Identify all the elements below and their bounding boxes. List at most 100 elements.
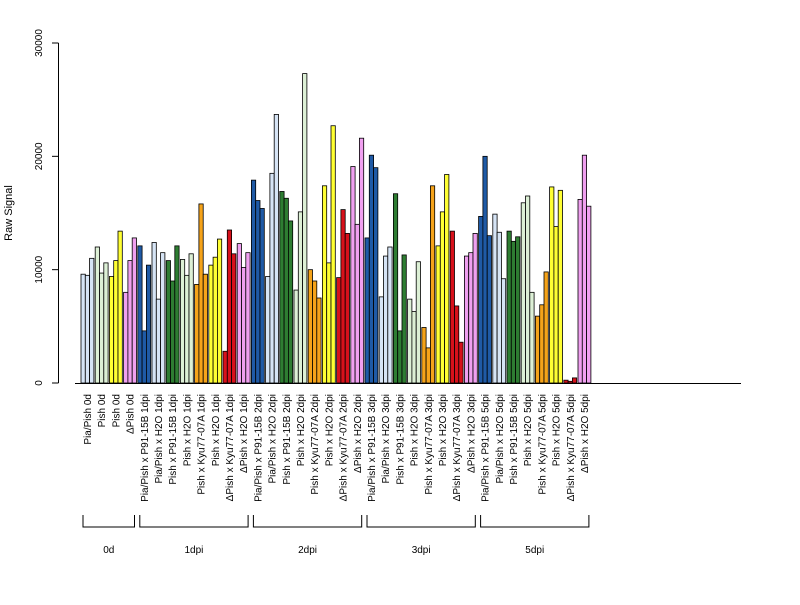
- bar: [170, 280, 176, 384]
- bar: [492, 213, 498, 384]
- group-bracket: [139, 515, 249, 528]
- category-label: Pia/Pish 0d: [83, 394, 94, 445]
- category-label: Pish 0d: [111, 394, 122, 427]
- bar: [80, 273, 86, 384]
- bar: [340, 209, 346, 384]
- category-label: Pish x H2O 3dpi: [410, 394, 421, 466]
- bar: [113, 260, 119, 384]
- bar: [468, 252, 474, 384]
- bar: [520, 202, 526, 384]
- bar: [269, 172, 275, 384]
- bar: [131, 237, 137, 384]
- y-tick-label: 20000: [34, 142, 45, 170]
- bar: [358, 137, 365, 384]
- category-label: Pish 0d: [97, 394, 108, 427]
- bar: [401, 254, 407, 384]
- bar: [179, 259, 186, 384]
- category-label: Pia/Pish x P91-15B 1dpi: [140, 394, 151, 502]
- bar: [515, 236, 521, 384]
- category-label: ΔPish 0d: [126, 394, 137, 434]
- bar: [586, 205, 592, 384]
- bar: [109, 276, 115, 384]
- bar: [151, 242, 157, 384]
- category-label: ΔPish x Kyu77-07A 5dpi: [566, 394, 577, 501]
- bar: [184, 274, 190, 384]
- bar: [415, 261, 421, 384]
- bar: [84, 274, 91, 384]
- category-label: ΔPish x H2O 2dpi: [353, 394, 364, 473]
- bar: [500, 278, 507, 384]
- y-axis-label: Raw Signal: [3, 185, 15, 241]
- bar: [316, 297, 322, 384]
- category-label: Pish x P91-15B 2dpi: [282, 394, 293, 485]
- bar: [273, 114, 279, 384]
- bar: [198, 203, 204, 384]
- category-label: Pish x H2O 2dpi: [296, 394, 307, 466]
- bar: [535, 315, 541, 384]
- bar: [89, 257, 95, 384]
- bar: [145, 264, 152, 384]
- group-label: 5dpi: [525, 545, 544, 556]
- bar: [279, 191, 285, 384]
- y-axis: 0 10000 20000 30000: [34, 29, 59, 386]
- category-label: Pish x H2O 3dpi: [438, 394, 449, 466]
- bar: [265, 276, 271, 384]
- category-label: Pish x P91-15B 5dpi: [509, 394, 520, 485]
- bar: [378, 296, 384, 384]
- category-label: Pish x Kyu77-07A 1dpi: [197, 394, 208, 495]
- bar: [241, 266, 247, 384]
- bar: [245, 252, 251, 384]
- bar: [373, 167, 379, 384]
- bar: [336, 277, 342, 384]
- bar: [165, 260, 171, 384]
- bar: [425, 347, 431, 384]
- bar: [411, 311, 417, 384]
- bar: [478, 215, 484, 384]
- bar: [259, 208, 265, 384]
- bar: [137, 245, 143, 384]
- bar: [174, 245, 180, 384]
- bar: [293, 289, 299, 384]
- bar: [141, 330, 147, 384]
- bar: [539, 304, 545, 384]
- bar: [482, 155, 488, 384]
- bar: [127, 260, 133, 384]
- bar: [486, 235, 492, 384]
- group-brackets: 0d 1dpi 2dpi 3dpi 5dpi: [82, 515, 590, 556]
- category-label: Pish x P91-15B 1dpi: [168, 394, 179, 485]
- bar: [543, 271, 549, 384]
- category-label: Pia/Pish x H2O 1dpi: [154, 394, 165, 484]
- category-label: Pish x H2O 5dpi: [552, 394, 563, 466]
- group-label: 2dpi: [298, 545, 317, 556]
- bar: [330, 125, 336, 384]
- category-label: Pish x Kyu77-07A 5dpi: [537, 394, 548, 495]
- category-label: ΔPish x Kyu77-07A 2dpi: [339, 394, 350, 501]
- category-label: Pish x H2O 5dpi: [523, 394, 534, 466]
- bar: [283, 197, 289, 384]
- bar: [553, 226, 559, 384]
- category-label: Pish x H2O 2dpi: [324, 394, 335, 466]
- bar: [350, 166, 356, 384]
- bar: [387, 246, 393, 384]
- bar: [506, 230, 512, 384]
- bars: [80, 73, 592, 384]
- bar: [255, 200, 261, 384]
- bar: [216, 238, 223, 384]
- category-label: Pia/Pish x H2O 2dpi: [268, 394, 279, 484]
- bar: [236, 243, 242, 384]
- category-label: Pia/Pish x P91-15B 5dpi: [481, 394, 492, 502]
- bar: [297, 211, 303, 384]
- category-label: ΔPish x H2O 1dpi: [239, 394, 250, 473]
- bar: [392, 193, 399, 384]
- bar: [529, 291, 535, 384]
- category-label: Pish x H2O 1dpi: [182, 394, 193, 466]
- bar: [572, 377, 578, 384]
- bar: [463, 255, 470, 384]
- bar: [449, 230, 455, 384]
- bar: [549, 186, 555, 384]
- bar: [155, 298, 162, 384]
- bar: [397, 330, 403, 384]
- category-label: ΔPish x Kyu77-07A 3dpi: [452, 394, 463, 501]
- bar: [302, 73, 308, 384]
